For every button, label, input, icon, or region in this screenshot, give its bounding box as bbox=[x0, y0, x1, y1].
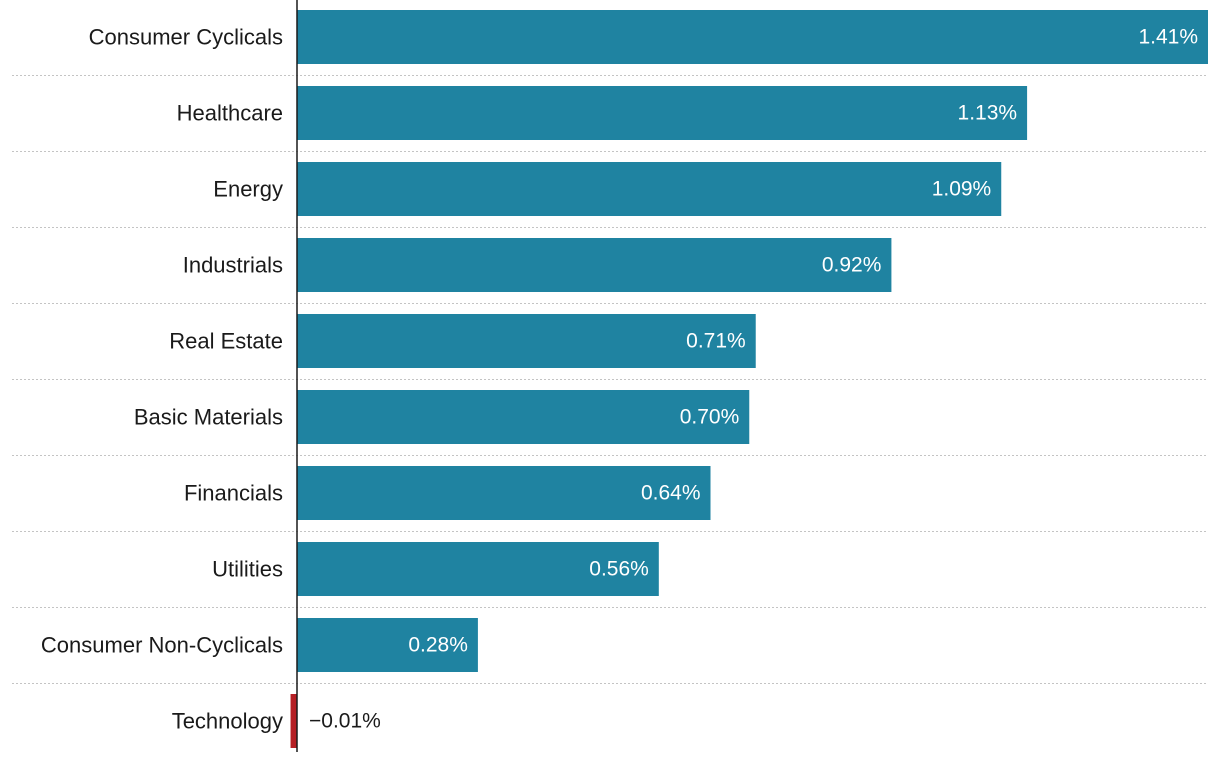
value-labels: 1.41% 1.13% 1.09% 0.92% 0.71% 0.70% 0.64% 0.56%… bbox=[309, 26, 1198, 733]
value-label: 0.71% bbox=[686, 330, 746, 353]
category-label: Consumer Non-Cyclicals bbox=[41, 633, 283, 658]
value-label: 1.09% bbox=[932, 178, 992, 201]
category-label: Industrials bbox=[183, 253, 283, 278]
value-label: 1.41% bbox=[1138, 26, 1198, 49]
value-label: 0.56% bbox=[589, 558, 649, 581]
bars bbox=[290, 10, 1208, 748]
value-label: 0.28% bbox=[408, 634, 468, 657]
value-label: 0.64% bbox=[641, 482, 701, 505]
category-label: Healthcare bbox=[177, 101, 283, 126]
bar-consumer-non-cyclicals bbox=[297, 618, 478, 672]
category-label: Consumer Cyclicals bbox=[89, 25, 283, 50]
value-label: 0.70% bbox=[680, 406, 740, 429]
bar-healthcare bbox=[297, 86, 1028, 140]
value-label: 0.92% bbox=[822, 254, 882, 277]
bar-real-estate bbox=[297, 314, 756, 368]
category-label: Real Estate bbox=[169, 329, 283, 354]
category-label: Energy bbox=[213, 177, 283, 202]
bar-consumer-cyclicals bbox=[297, 10, 1208, 64]
bar-utilities bbox=[297, 542, 659, 596]
bar-technology bbox=[290, 694, 297, 748]
category-label: Basic Materials bbox=[134, 405, 283, 430]
bar-basic-materials bbox=[297, 390, 750, 444]
category-label: Technology bbox=[172, 709, 283, 734]
gridlines bbox=[12, 75, 1208, 684]
bar-industrials bbox=[297, 238, 892, 292]
category-label: Financials bbox=[184, 481, 283, 506]
category-label: Utilities bbox=[212, 557, 283, 582]
bar-financials bbox=[297, 466, 711, 520]
value-label: −0.01% bbox=[309, 710, 381, 733]
category-labels: Consumer Cyclicals Healthcare Energy Indust… bbox=[41, 25, 283, 734]
value-label: 1.13% bbox=[958, 102, 1018, 125]
bar-energy bbox=[297, 162, 1002, 216]
